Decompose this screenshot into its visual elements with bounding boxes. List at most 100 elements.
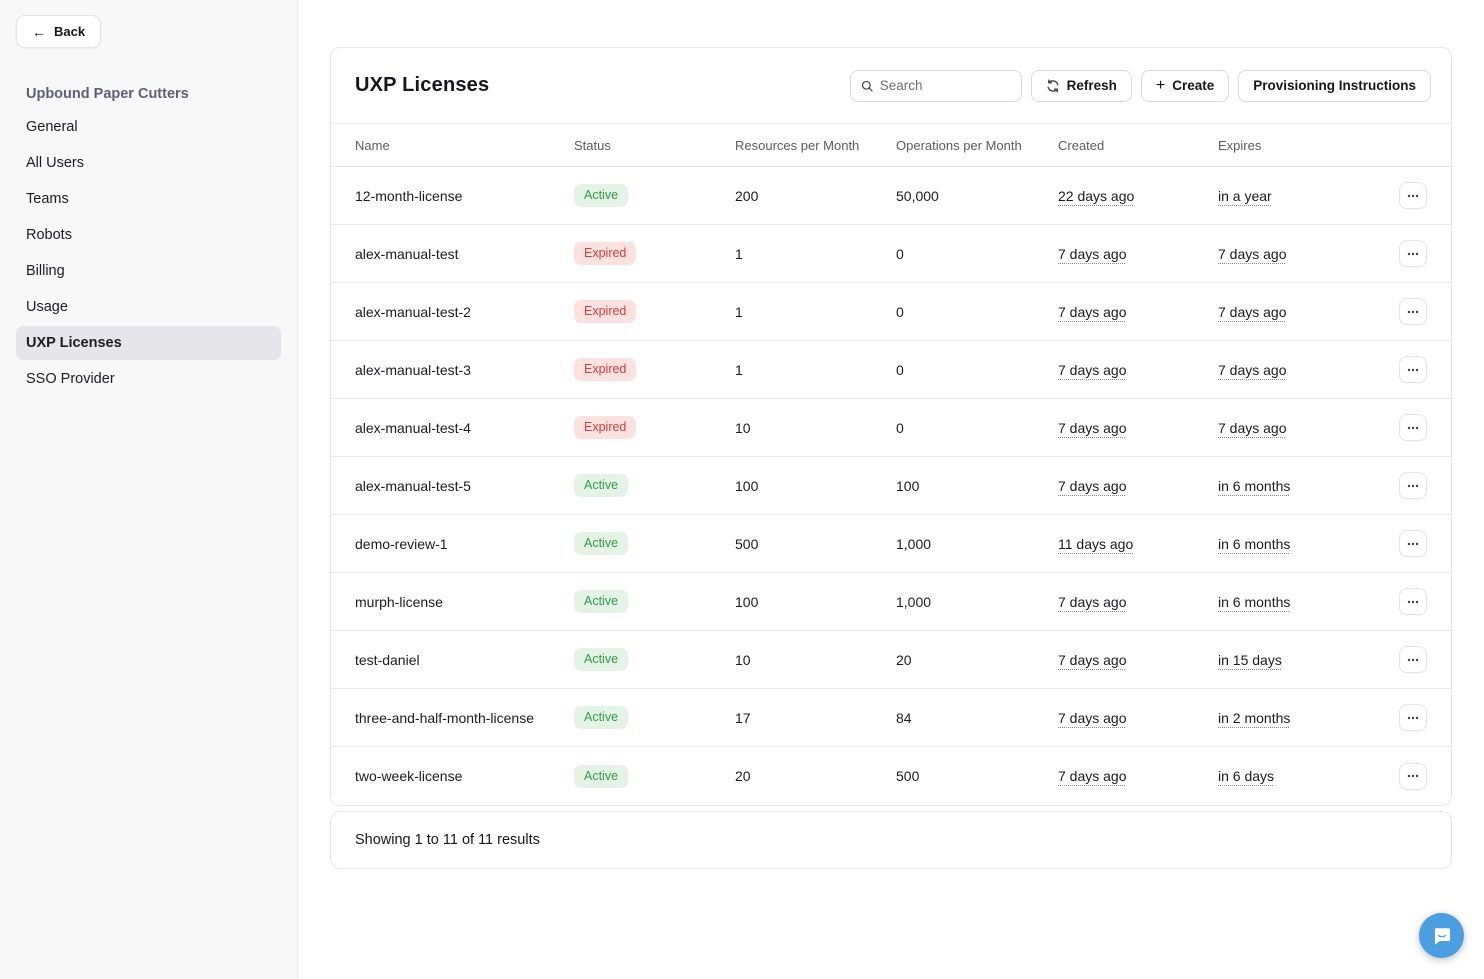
expires-value[interactable]: in a year: [1218, 187, 1272, 204]
create-button[interactable]: + Create: [1140, 69, 1230, 102]
row-actions-button[interactable]: [1399, 762, 1427, 790]
created-value[interactable]: 7 days ago: [1058, 303, 1127, 320]
sidebar-item-billing[interactable]: Billing: [26, 263, 65, 279]
resources-per-month-value: 100: [735, 477, 759, 494]
license-name: two-week-license: [355, 768, 463, 784]
row-actions-button[interactable]: [1399, 704, 1427, 731]
resources-per-month-value: 100: [735, 593, 759, 610]
expires-value[interactable]: in 6 months: [1218, 535, 1291, 552]
operations-per-month-value: 20: [896, 651, 912, 668]
resources-per-month-value: 10: [735, 419, 751, 436]
refresh-button[interactable]: Refresh: [1030, 69, 1132, 102]
column-header-expires: Expires: [1218, 137, 1262, 153]
license-name: test-daniel: [355, 651, 420, 668]
status-badge: Expired: [574, 358, 637, 381]
sidebar-item-usage[interactable]: Usage: [26, 299, 68, 315]
expires-value[interactable]: 7 days ago: [1218, 303, 1287, 320]
status-badge: Expired: [574, 416, 637, 439]
sidebar-item-all-users[interactable]: All Users: [26, 155, 85, 171]
sidebar-item-general[interactable]: General: [26, 119, 78, 135]
row-actions-button[interactable]: [1399, 298, 1427, 325]
license-name: three-and-half-month-license: [355, 709, 534, 726]
row-actions-button[interactable]: [1399, 646, 1427, 673]
ellipsis-icon: [1407, 426, 1419, 429]
provisioning-label: Provisioning Instructions: [1253, 78, 1416, 93]
row-actions-button[interactable]: [1399, 240, 1427, 267]
created-value[interactable]: 7 days ago: [1058, 361, 1127, 378]
search-box[interactable]: [849, 69, 1022, 102]
expires-value[interactable]: in 6 days: [1218, 768, 1275, 784]
status-badge: Active: [574, 648, 629, 671]
table-row: alex-manual-test-2 Expired 1 0 7 days ag…: [331, 283, 1451, 341]
chat-launcher-button[interactable]: [1419, 913, 1464, 958]
expires-value[interactable]: 7 days ago: [1218, 245, 1287, 262]
table-row: demo-review-1 Active 500 1,000 11 days a…: [331, 515, 1451, 573]
ellipsis-icon: [1407, 252, 1419, 255]
ellipsis-icon: [1407, 194, 1419, 197]
column-header-resources-per-month: Resources per Month: [735, 137, 860, 153]
operations-per-month-value: 0: [896, 245, 904, 262]
ellipsis-icon: [1407, 484, 1419, 487]
sidebar-item-uxp-licenses[interactable]: UXP Licenses: [16, 326, 281, 360]
expires-value[interactable]: 7 days ago: [1218, 419, 1287, 436]
resources-per-month-value: 10: [735, 651, 751, 668]
row-actions-button[interactable]: [1399, 356, 1427, 383]
created-value[interactable]: 7 days ago: [1058, 709, 1127, 726]
sidebar-nav: General All Users Teams Robots Billing Usage U…: [16, 108, 281, 396]
expires-value[interactable]: in 6 months: [1218, 593, 1291, 610]
toolbar: Refresh + Create Provisioning Instructio…: [849, 69, 1431, 102]
table-row: alex-manual-test-5 Active 100 100 7 days…: [331, 457, 1451, 515]
row-actions-button[interactable]: [1399, 530, 1427, 557]
created-value[interactable]: 7 days ago: [1058, 593, 1127, 610]
expires-value[interactable]: 7 days ago: [1218, 361, 1287, 378]
status-badge: Expired: [574, 242, 637, 265]
operations-per-month-value: 84: [896, 709, 912, 726]
plus-icon: +: [1155, 76, 1166, 94]
status-badge: Active: [574, 764, 629, 788]
status-badge: Active: [574, 590, 629, 613]
row-actions-button[interactable]: [1399, 414, 1427, 441]
resources-per-month-value: 1: [735, 303, 743, 320]
created-value[interactable]: 7 days ago: [1058, 245, 1127, 262]
created-value[interactable]: 7 days ago: [1058, 477, 1127, 494]
created-value[interactable]: 22 days ago: [1058, 187, 1135, 204]
row-actions-button[interactable]: [1399, 588, 1427, 615]
provisioning-instructions-button[interactable]: Provisioning Instructions: [1238, 69, 1431, 102]
created-value[interactable]: 7 days ago: [1058, 419, 1127, 436]
table-row: alex-manual-test-3 Expired 1 0 7 days ag…: [331, 341, 1451, 399]
license-name: alex-manual-test-3: [355, 361, 471, 378]
ellipsis-icon: [1407, 368, 1419, 371]
refresh-label: Refresh: [1066, 78, 1117, 93]
sidebar-item-teams[interactable]: Teams: [26, 191, 69, 207]
sidebar-item-robots[interactable]: Robots: [26, 227, 72, 243]
table-body: 12-month-license Active 200 50,000 22 da…: [331, 167, 1451, 805]
create-label: Create: [1172, 78, 1215, 93]
ellipsis-icon: [1407, 542, 1419, 545]
main-content: UXP Licenses Refresh: [298, 0, 1484, 979]
search-input[interactable]: [879, 78, 1011, 93]
column-header-operations-per-month: Operations per Month: [896, 137, 1022, 153]
license-name: alex-manual-test-2: [355, 303, 471, 320]
table-row: two-week-license Active 20 500 7 days ag…: [331, 747, 1451, 805]
status-badge: Active: [574, 706, 629, 729]
row-actions-button[interactable]: [1399, 472, 1427, 499]
operations-per-month-value: 0: [896, 361, 904, 378]
column-header-status: Status: [574, 137, 611, 153]
ellipsis-icon: [1407, 716, 1419, 719]
expires-value[interactable]: in 6 months: [1218, 477, 1291, 494]
created-value[interactable]: 7 days ago: [1058, 651, 1127, 668]
back-button[interactable]: ← Back: [16, 15, 102, 48]
row-actions-button[interactable]: [1399, 182, 1427, 209]
back-button-label: Back: [54, 24, 86, 39]
expires-value[interactable]: in 15 days: [1218, 651, 1282, 668]
created-value[interactable]: 11 days ago: [1058, 535, 1134, 552]
expires-value[interactable]: in 2 months: [1218, 709, 1291, 726]
org-title: Upbound Paper Cutters: [26, 86, 189, 102]
sidebar-item-sso-provider[interactable]: SSO Provider: [26, 371, 115, 387]
page-title: UXP Licenses: [355, 74, 490, 96]
back-arrow-icon: ←: [32, 23, 46, 40]
resources-per-month-value: 17: [735, 709, 751, 726]
resources-per-month-value: 200: [735, 187, 759, 204]
sidebar: ← Back Upbound Paper Cutters General All …: [0, 0, 298, 979]
created-value[interactable]: 7 days ago: [1058, 768, 1127, 784]
